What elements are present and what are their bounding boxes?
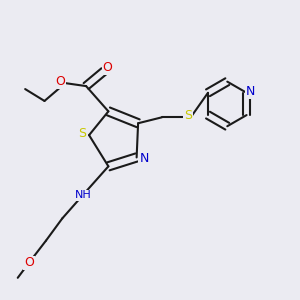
Text: S: S: [78, 127, 86, 140]
Text: O: O: [24, 256, 34, 269]
Text: N: N: [140, 152, 149, 165]
Text: S: S: [184, 109, 192, 122]
Text: N: N: [246, 85, 255, 98]
Text: O: O: [55, 75, 65, 88]
Text: O: O: [103, 61, 112, 74]
Text: NH: NH: [75, 190, 92, 200]
